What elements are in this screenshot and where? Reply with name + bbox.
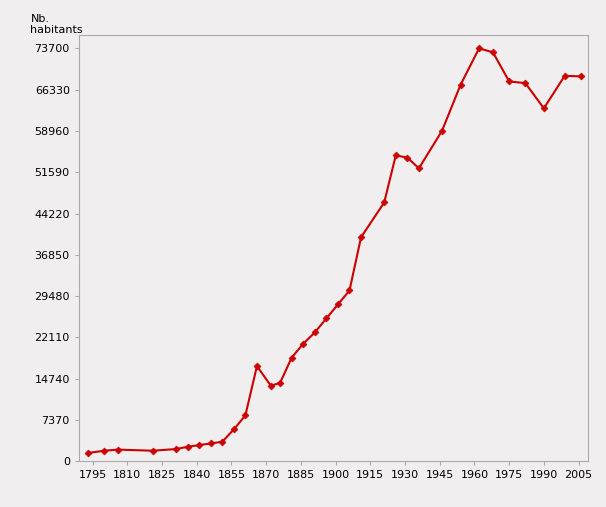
Y-axis label: Nb.
habitants: Nb. habitants [30,14,83,35]
